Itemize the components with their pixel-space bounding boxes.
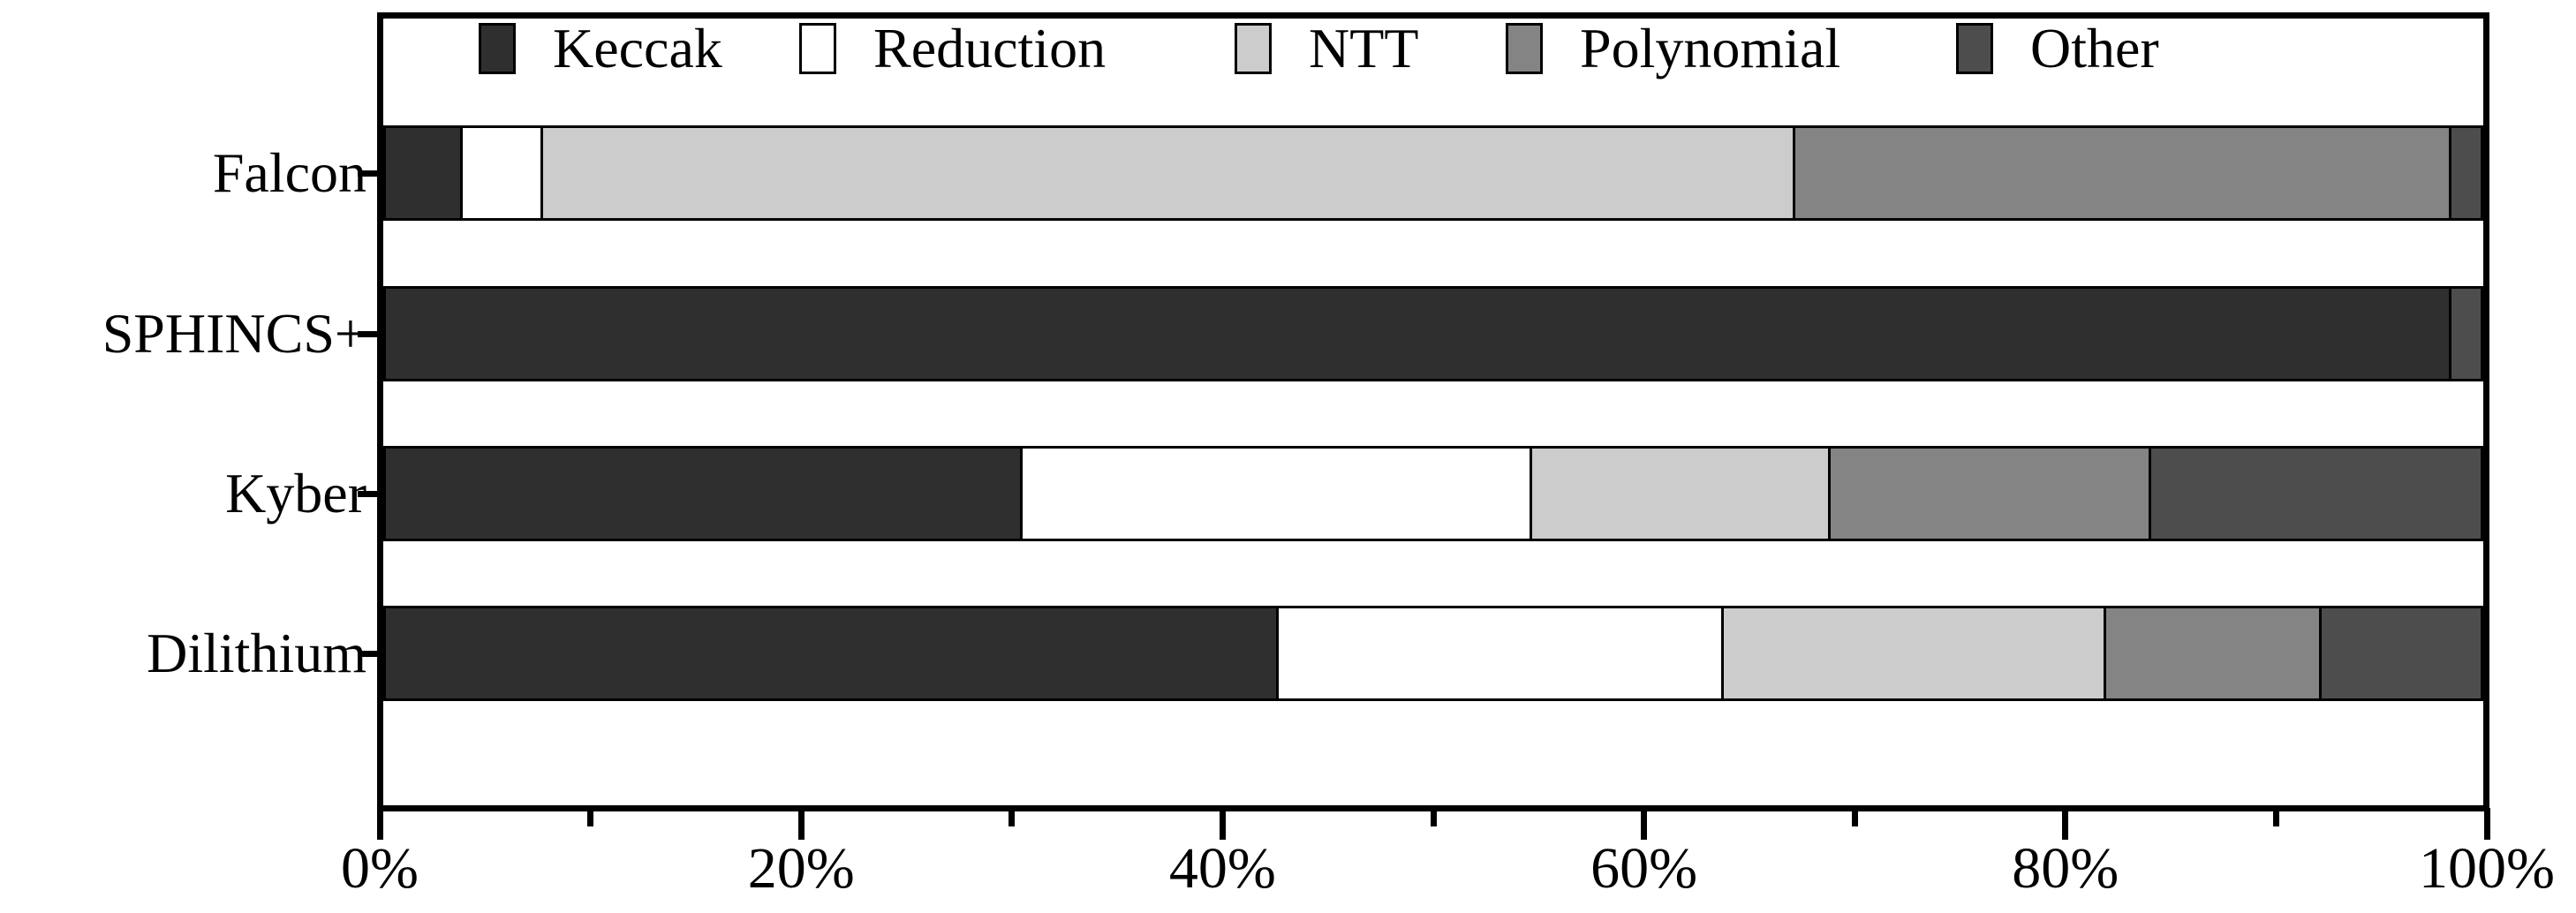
bar-sphincs- [383,286,2483,381]
bar-segment-keccak [383,125,464,221]
legend-item-ntt: NTT [1235,17,1419,79]
x-tick-label: 40% [1168,836,1276,901]
bar-falcon [383,125,2484,221]
legend-item-keccak: Keccak [479,17,722,79]
legend-swatch-keccak [479,23,516,74]
legend-item-other: Other [1956,17,2159,79]
x-tick-label: 80% [2012,836,2119,901]
bar-segment-polynomial [1831,446,2151,541]
legend-label-other: Other [2030,17,2159,79]
legend-swatch-polynomial [1506,23,1543,74]
bar-segment-polynomial [1795,125,2451,221]
bar-segment-other [2322,606,2483,701]
bar-segment-reduction [1022,446,1532,541]
x-tick-label: 100% [2419,836,2555,901]
legend-label-polynomial: Polynomial [1580,17,1841,79]
x-axis-minor-tick [2272,808,2279,826]
x-axis-major-tick [2062,808,2069,840]
bar-segment-keccak [383,446,1023,541]
legend-item-polynomial: Polynomial [1506,17,1841,79]
y-axis-tick [358,651,384,657]
x-axis-major-tick [376,808,383,840]
bar-segment-ntt [1531,446,1832,541]
y-axis-tick [358,331,384,337]
bar-segment-polynomial [2106,606,2323,701]
x-axis-major-tick [797,808,805,840]
bar-segment-keccak [383,606,1280,701]
bar-dilithium [383,606,2483,701]
x-axis-minor-tick [1008,808,1016,826]
x-axis-minor-tick [1851,808,1858,826]
bar-segment-reduction [1279,606,1725,701]
y-axis-tick [358,170,384,177]
bar-segment-keccak [383,286,2451,381]
y-axis-tick [358,491,384,497]
bar-kyber [383,446,2483,541]
x-axis-major-tick [1219,808,1226,840]
y-axis-label-kyber: Kyber [225,462,366,524]
x-tick-label: 0% [341,836,419,901]
y-axis-label-sphincs-: SPHINCS+ [102,302,366,365]
legend-swatch-ntt [1235,23,1272,74]
legend-swatch-reduction [799,23,836,74]
bar-segment-other [2451,286,2483,381]
legend-item-reduction: Reduction [799,17,1107,79]
bar-segment-ntt [1724,606,2107,701]
legend-label-reduction: Reduction [873,17,1107,79]
x-axis-minor-tick [1430,808,1437,826]
legend-label-keccak: Keccak [553,17,722,79]
legend-label-ntt: NTT [1309,17,1419,79]
x-tick-label: 20% [747,836,855,901]
bar-segment-other [2451,125,2484,221]
x-axis-minor-tick [587,808,594,826]
x-tick-label: 60% [1590,836,1698,901]
legend-swatch-other [1956,23,1993,74]
bar-segment-reduction [463,125,543,221]
bar-segment-ntt [542,125,1796,221]
x-axis-major-tick [2483,808,2490,840]
y-axis-label-falcon: Falcon [212,141,366,204]
bar-segment-other [2150,446,2483,541]
x-axis-major-tick [1641,808,1648,840]
y-axis-label-dilithium: Dilithium [147,622,366,684]
